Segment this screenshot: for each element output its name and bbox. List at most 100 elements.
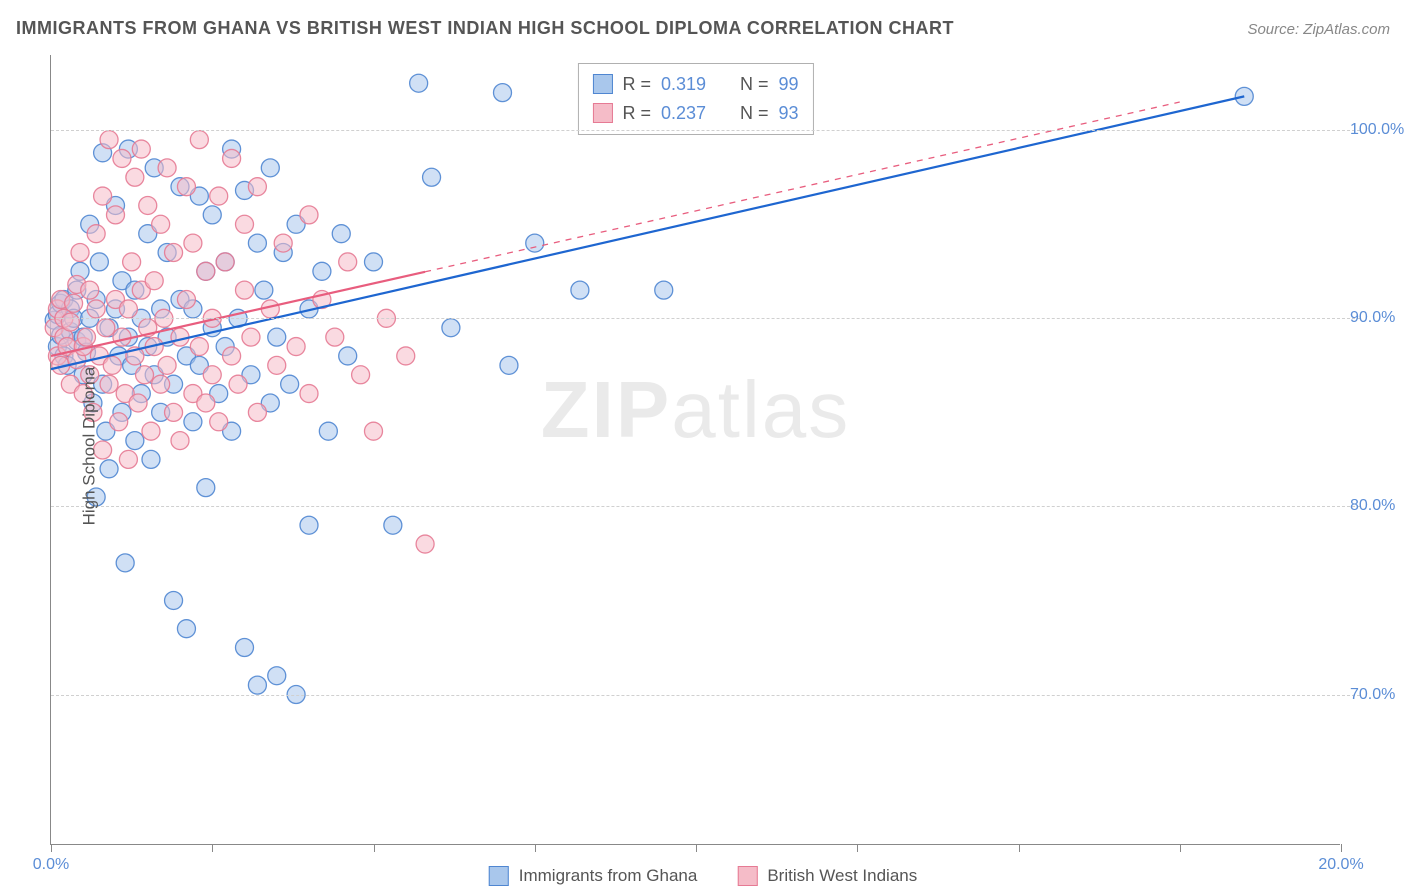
scatter-point (397, 347, 415, 365)
scatter-point (107, 206, 125, 224)
scatter-point (655, 281, 673, 299)
scatter-point (326, 328, 344, 346)
legend-n-value: 93 (779, 99, 799, 128)
scatter-point (255, 281, 273, 299)
scatter-point (261, 159, 279, 177)
scatter-point (236, 639, 254, 657)
scatter-point (216, 253, 234, 271)
legend-r-value: 0.319 (661, 70, 706, 99)
scatter-point (319, 422, 337, 440)
scatter-point (268, 667, 286, 685)
scatter-point (100, 131, 118, 149)
scatter-point (77, 328, 95, 346)
y-axis-label: High School Diploma (79, 367, 99, 526)
scatter-point (210, 413, 228, 431)
scatter-point (526, 234, 544, 252)
scatter-point (110, 413, 128, 431)
scatter-point (190, 338, 208, 356)
legend-swatch (592, 103, 612, 123)
scatter-point (281, 375, 299, 393)
scatter-point (119, 300, 137, 318)
scatter-point (136, 366, 154, 384)
scatter-point (132, 140, 150, 158)
scatter-point (116, 554, 134, 572)
x-tick-label: 0.0% (33, 856, 69, 874)
scatter-point (87, 300, 105, 318)
scatter-point (184, 234, 202, 252)
scatter-point (248, 403, 266, 421)
scatter-point (365, 253, 383, 271)
series-legend-label: Immigrants from Ghana (519, 866, 698, 886)
legend-swatch (489, 866, 509, 886)
scatter-point (339, 253, 357, 271)
scatter-point (248, 234, 266, 252)
legend-row: R =0.319N =99 (592, 70, 798, 99)
scatter-point (97, 319, 115, 337)
scatter-point (203, 206, 221, 224)
scatter-point (229, 375, 247, 393)
x-tick (1341, 844, 1342, 852)
scatter-point (177, 178, 195, 196)
scatter-point (139, 196, 157, 214)
scatter-point (142, 450, 160, 468)
y-tick-label: 80.0% (1350, 497, 1406, 515)
y-tick-label: 90.0% (1350, 309, 1406, 327)
title-bar: IMMIGRANTS FROM GHANA VS BRITISH WEST IN… (16, 18, 1390, 39)
series-legend-label: British West Indians (767, 866, 917, 886)
scatter-point (248, 178, 266, 196)
scatter-point (90, 253, 108, 271)
x-tick (212, 844, 213, 852)
scatter-point (236, 281, 254, 299)
scatter-point (129, 394, 147, 412)
scatter-point (352, 366, 370, 384)
scatter-point (236, 215, 254, 233)
x-tick (696, 844, 697, 852)
scatter-point (65, 294, 83, 312)
scatter-point (313, 262, 331, 280)
scatter-point (442, 319, 460, 337)
scatter-point (197, 479, 215, 497)
scatter-point (158, 159, 176, 177)
y-tick-label: 100.0% (1350, 121, 1406, 139)
legend-n-prefix: N = (740, 99, 769, 128)
scatter-point (158, 356, 176, 374)
y-tick-label: 70.0% (1350, 686, 1406, 704)
scatter-point (332, 225, 350, 243)
series-legend-item: Immigrants from Ghana (489, 866, 698, 886)
scatter-point (500, 356, 518, 374)
scatter-point (103, 356, 121, 374)
scatter-point (152, 375, 170, 393)
legend-swatch (737, 866, 757, 886)
scatter-point (177, 620, 195, 638)
scatter-point (61, 313, 79, 331)
scatter-point (87, 225, 105, 243)
scatter-point (223, 347, 241, 365)
scatter-point (165, 403, 183, 421)
scatter-point (248, 676, 266, 694)
scatter-point (384, 516, 402, 534)
x-tick (857, 844, 858, 852)
legend-r-prefix: R = (622, 70, 651, 99)
x-tick-label: 20.0% (1318, 856, 1363, 874)
scatter-point (126, 168, 144, 186)
scatter-point (165, 244, 183, 262)
trend-line (51, 96, 1244, 369)
scatter-point (339, 347, 357, 365)
scatter-point (197, 262, 215, 280)
scatter-point (274, 234, 292, 252)
gridline (51, 318, 1360, 319)
x-tick (1019, 844, 1020, 852)
scatter-point (416, 535, 434, 553)
x-tick (374, 844, 375, 852)
scatter-point (126, 432, 144, 450)
scatter-point (100, 375, 118, 393)
scatter-point (171, 432, 189, 450)
scatter-point (494, 84, 512, 102)
scatter-point (203, 366, 221, 384)
gridline (51, 695, 1360, 696)
scatter-point (184, 413, 202, 431)
scatter-point (152, 215, 170, 233)
scatter-point (423, 168, 441, 186)
scatter-point (365, 422, 383, 440)
chart-svg (51, 55, 1340, 844)
